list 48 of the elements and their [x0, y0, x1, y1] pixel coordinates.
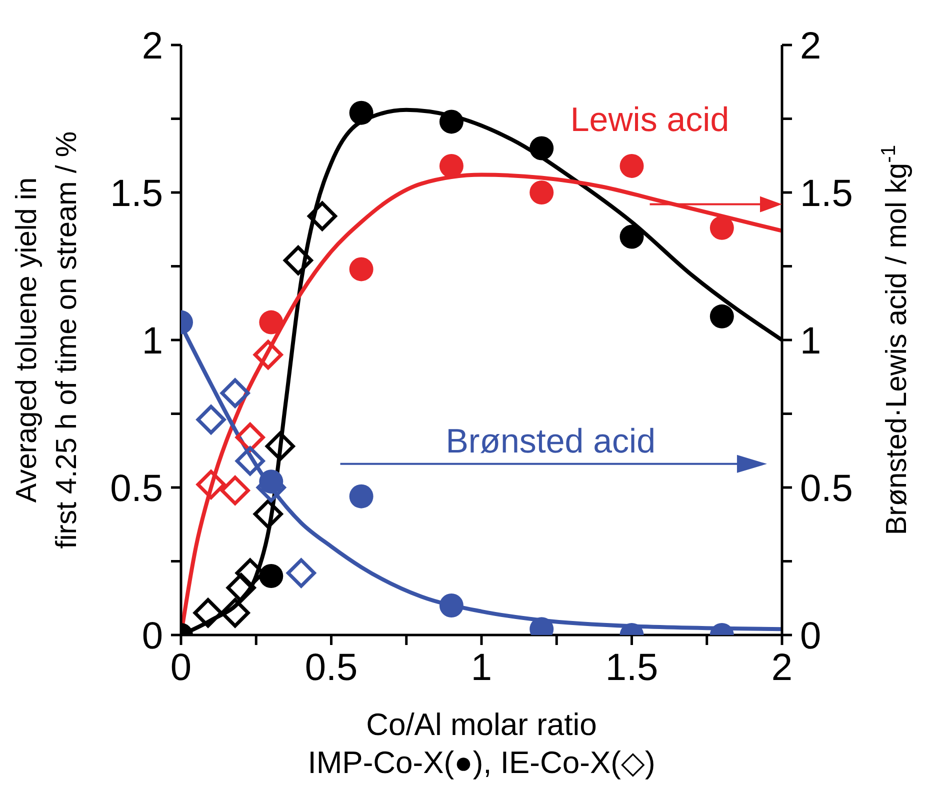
point	[265, 431, 295, 461]
point	[196, 404, 226, 434]
y-axis-title: Averaged toluene yield in first 4.25 h of time on stream / %	[11, 131, 83, 549]
y2-tick-label: 1	[800, 320, 822, 362]
point	[349, 257, 374, 282]
x-tick-label: 1.5	[605, 646, 658, 689]
point	[439, 154, 464, 178]
point	[235, 422, 265, 452]
point	[349, 484, 374, 508]
point	[193, 598, 223, 628]
point	[439, 594, 464, 618]
point	[710, 216, 734, 240]
text: Brønsted acid	[446, 422, 656, 460]
point	[259, 564, 284, 588]
point	[220, 476, 250, 506]
point	[253, 499, 283, 529]
point	[283, 246, 313, 276]
point	[226, 573, 256, 603]
point	[530, 136, 554, 160]
y2-tick-label: 1.5	[800, 172, 853, 215]
y2-tick-label: 0	[800, 615, 822, 658]
point	[439, 110, 464, 134]
point	[710, 304, 734, 328]
point	[220, 378, 250, 408]
x-tick-label: 1	[470, 646, 492, 689]
y2-tick-label: 0.5	[800, 468, 853, 510]
y-tick-label: 2	[142, 25, 163, 68]
y-tick-label: 0	[142, 615, 163, 658]
y-tick-label: 1.5	[110, 172, 163, 215]
point	[620, 154, 644, 178]
point	[307, 201, 337, 231]
y-tick-label: 1	[142, 320, 163, 362]
x-tick-label: 2	[771, 646, 793, 689]
point	[259, 310, 284, 334]
y2-tick-label: 2	[800, 25, 822, 68]
point	[235, 446, 265, 476]
point	[253, 340, 283, 370]
point	[286, 558, 316, 588]
x-tick-label: 0.5	[304, 646, 358, 689]
y-tick-label: 0.5	[110, 468, 163, 510]
point	[220, 598, 250, 628]
x-tick-label: 0	[170, 646, 192, 689]
x-axis-title: Co/Al molar ratio IMP-Co-X(●), IE-Co-X(◇)	[308, 707, 656, 780]
point	[196, 470, 226, 500]
point	[349, 100, 374, 125]
series-label: Lewis acid	[570, 100, 730, 139]
point	[530, 180, 554, 204]
point	[620, 224, 644, 249]
